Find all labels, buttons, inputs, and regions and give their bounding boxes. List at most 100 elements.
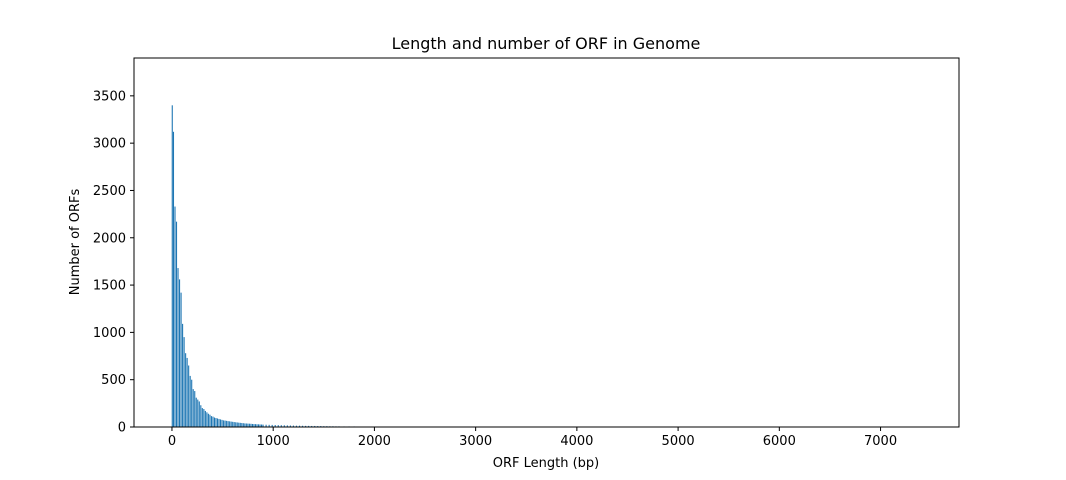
bar xyxy=(194,391,196,427)
bar xyxy=(209,414,211,427)
bar xyxy=(183,337,185,427)
bar xyxy=(280,425,282,427)
bar xyxy=(182,323,184,427)
bar xyxy=(186,357,188,427)
bar xyxy=(207,413,209,427)
bar xyxy=(283,425,285,427)
bar xyxy=(210,416,212,427)
bar xyxy=(233,422,235,427)
bar xyxy=(221,419,223,427)
bar xyxy=(229,421,231,427)
x-tick-label: 5000 xyxy=(662,434,695,449)
bar xyxy=(261,424,263,427)
bar xyxy=(189,375,191,427)
bar xyxy=(248,423,250,427)
bar xyxy=(191,379,193,427)
x-tick-label: 4000 xyxy=(560,434,593,449)
bar xyxy=(244,423,246,427)
bar xyxy=(226,420,228,427)
x-tick-label: 3000 xyxy=(459,434,492,449)
y-tick-label: 1500 xyxy=(93,279,126,294)
chart-title: Length and number of ORF in Genome xyxy=(392,34,701,53)
bar xyxy=(220,419,222,427)
bar xyxy=(188,365,190,427)
x-axis-ticks: 0 1000 2000 3000 4000 5000 6000 7000 xyxy=(168,427,897,449)
bar xyxy=(274,425,276,427)
bar xyxy=(174,206,176,427)
bar xyxy=(298,425,301,427)
bar xyxy=(254,424,257,427)
bar xyxy=(224,420,226,427)
bar xyxy=(259,424,261,427)
bar xyxy=(308,425,310,427)
bar xyxy=(314,425,316,427)
bar xyxy=(242,423,244,427)
y-tick-label: 2000 xyxy=(93,231,126,246)
bar xyxy=(245,423,247,427)
bar xyxy=(301,425,304,427)
bar xyxy=(305,425,307,427)
bar xyxy=(256,424,258,427)
bar xyxy=(241,423,243,427)
bar xyxy=(289,425,291,427)
bars-group xyxy=(171,105,406,428)
x-tick-label: 0 xyxy=(168,434,176,449)
bar xyxy=(175,221,178,427)
bar xyxy=(295,425,298,427)
x-tick-label: 7000 xyxy=(864,434,897,449)
bar xyxy=(213,417,216,427)
x-tick-label: 1000 xyxy=(257,434,290,449)
bar xyxy=(180,292,182,427)
bar xyxy=(206,412,208,427)
bar xyxy=(197,399,199,427)
bar xyxy=(235,422,237,427)
y-tick-label: 3000 xyxy=(93,137,126,152)
bar xyxy=(286,425,288,427)
bar xyxy=(292,425,294,427)
bar xyxy=(172,131,175,428)
bar xyxy=(223,420,225,427)
bar xyxy=(236,422,238,427)
y-tick-label: 2500 xyxy=(93,184,126,199)
bar xyxy=(216,418,219,427)
bar xyxy=(185,353,187,427)
plot-area-frame xyxy=(133,57,960,428)
bar xyxy=(247,423,249,427)
bar xyxy=(250,423,252,427)
bar xyxy=(239,422,241,427)
bar xyxy=(262,424,264,427)
bar xyxy=(227,421,229,427)
bar xyxy=(215,418,217,427)
bar xyxy=(201,408,203,427)
bar xyxy=(257,424,260,427)
bar xyxy=(253,424,255,427)
bar xyxy=(204,410,206,427)
bar xyxy=(177,268,179,427)
y-axis-label: Number of ORFs xyxy=(68,189,83,296)
bar xyxy=(271,424,273,427)
bar xyxy=(277,425,279,427)
bar xyxy=(203,409,205,427)
bar xyxy=(171,105,173,427)
bar xyxy=(212,416,214,427)
bar xyxy=(251,423,253,427)
bar xyxy=(311,425,313,427)
y-tick-label: 0 xyxy=(118,421,126,436)
bar xyxy=(232,421,234,427)
bar xyxy=(238,422,240,427)
y-tick-label: 1000 xyxy=(93,326,126,341)
bar xyxy=(198,401,200,427)
y-tick-label: 3500 xyxy=(93,89,126,104)
x-axis-label: ORF Length (bp) xyxy=(493,456,600,471)
bar xyxy=(179,279,181,427)
bar xyxy=(265,424,267,427)
x-tick-label: 6000 xyxy=(763,434,796,449)
bar xyxy=(192,389,194,427)
bar xyxy=(200,405,202,427)
bar xyxy=(218,418,220,427)
y-tick-label: 500 xyxy=(101,373,126,388)
bar xyxy=(230,421,232,427)
bar xyxy=(195,397,197,427)
y-axis-ticks: 0 500 1000 1500 2000 2500 3000 3500 xyxy=(93,89,134,436)
